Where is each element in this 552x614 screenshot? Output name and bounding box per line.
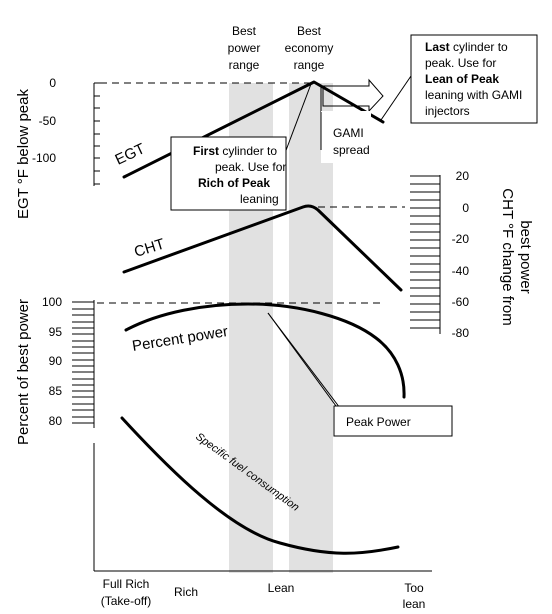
cht-curve [122, 204, 403, 292]
peak-power-callout: Peak Power [333, 405, 453, 437]
svg-text:Full Rich: Full Rich [103, 577, 150, 591]
svg-text:Too: Too [404, 581, 424, 595]
percent-power-axis-label: Percent of best power [15, 299, 32, 445]
gami-spread-arrow [320, 78, 384, 113]
last-cylinder-callout: Last cylinder to peak. Use for Lean of P… [410, 34, 538, 124]
best-economy-range-label: Best economy range [285, 24, 334, 72]
power-tick-90: 90 [49, 354, 63, 368]
egt-axis-label: EGT °F below peak [15, 89, 32, 219]
cht-axis-label: CHT °F change from best power [499, 188, 534, 325]
cht-tick-20: 20 [456, 169, 470, 183]
percent-power-curve-label: Percent power [131, 323, 229, 355]
svg-text:range: range [229, 58, 260, 72]
cht-ticks [410, 175, 440, 329]
best-economy-range-band [289, 83, 333, 573]
svg-text:(Take-off): (Take-off) [101, 594, 151, 608]
svg-text:power: power [228, 41, 261, 55]
svg-text:Peak Power: Peak Power [346, 415, 411, 429]
egt-tick-100: -100 [32, 151, 56, 165]
svg-text:Rich of Peak: Rich of Peak [198, 176, 270, 190]
power-tick-80: 80 [49, 414, 63, 428]
svg-text:First cylinder to: First cylinder to [193, 144, 277, 158]
power-tick-95: 95 [49, 325, 63, 339]
cht-tick-minus60: -60 [452, 295, 470, 309]
svg-text:best power: best power [517, 220, 534, 293]
cht-tick-minus20: -20 [452, 232, 470, 246]
power-ticks [72, 301, 94, 424]
power-tick-100: 100 [42, 295, 62, 309]
x-label-too-lean: Too lean [403, 581, 426, 611]
sfc-curve [120, 416, 400, 555]
svg-text:economy: economy [285, 41, 334, 55]
svg-text:peak. Use for: peak. Use for [215, 160, 286, 174]
svg-text:leaning: leaning [240, 192, 279, 206]
first-cylinder-pointer [284, 83, 312, 154]
percent-power-curve [124, 302, 406, 399]
svg-text:CHT °F change from: CHT °F change from [499, 188, 516, 325]
egt-tick-0: 0 [49, 76, 56, 90]
last-cylinder-pointer [380, 75, 412, 121]
peak-power-pointer [267, 312, 341, 409]
svg-text:Last cylinder to: Last cylinder to [425, 40, 508, 54]
svg-text:range: range [294, 58, 325, 72]
cht-tick-minus40: -40 [452, 264, 470, 278]
svg-text:Best: Best [232, 24, 257, 38]
cht-tick-0: 0 [462, 201, 469, 215]
egt-curve-label: EGT [113, 140, 148, 168]
svg-text:leaning with GAMI: leaning with GAMI [425, 88, 522, 102]
egt-tick-50: -50 [39, 114, 57, 128]
best-power-range-label: Best power range [228, 24, 261, 72]
power-tick-85: 85 [49, 384, 63, 398]
cht-tick-minus80: -80 [452, 326, 470, 340]
egt-ticks [94, 82, 100, 185]
svg-text:Lean of Peak: Lean of Peak [425, 72, 499, 86]
svg-text:injectors: injectors [425, 104, 470, 118]
x-label-full-rich: Full Rich (Take-off) [101, 577, 151, 608]
svg-text:GAMI: GAMI [333, 126, 364, 140]
svg-text:lean: lean [403, 597, 426, 611]
x-label-rich: Rich [174, 585, 198, 599]
x-label-lean: Lean [268, 581, 295, 595]
gami-spread-label: GAMI spread [320, 111, 371, 163]
svg-text:peak. Use for: peak. Use for [425, 56, 496, 70]
svg-text:Best: Best [297, 24, 322, 38]
first-cylinder-callout: First cylinder to peak. Use for Rich of … [170, 136, 287, 211]
svg-text:spread: spread [333, 143, 370, 157]
